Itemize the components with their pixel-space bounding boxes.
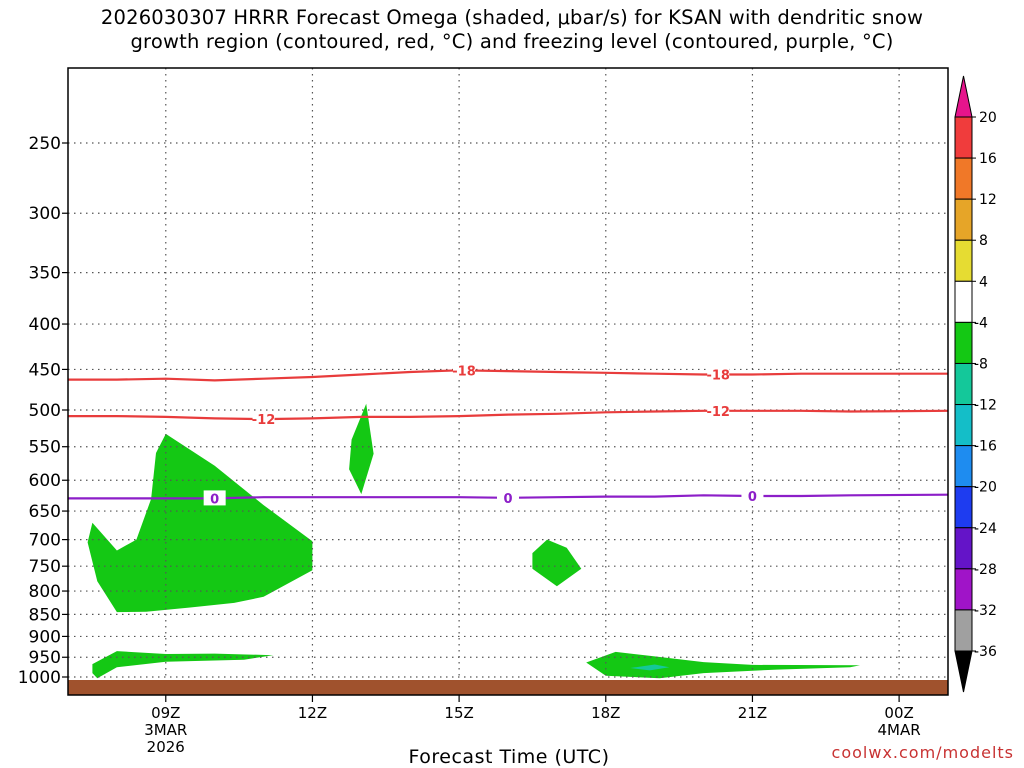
colorbar-bin-11 xyxy=(954,527,973,570)
colorbar-label-3: 12 xyxy=(979,192,997,208)
x-tick-label-09Z-sub-2: 2026 xyxy=(147,738,185,756)
y-tick-label-800: 800 xyxy=(29,582,61,602)
colorbar-label-5: 4 xyxy=(979,274,988,290)
contour-1-label-bg-1 xyxy=(453,362,475,378)
credit-link[interactable]: coolwx.com/modelts xyxy=(831,743,1014,762)
colorbar-bin-9 xyxy=(954,445,973,488)
colorbar-label-4: 8 xyxy=(979,233,988,249)
x-tick-label-09Z: 09Z xyxy=(151,704,180,722)
chart-title-line-2: growth region (contoured, red, °C) and f… xyxy=(130,30,894,53)
colorbar-bin-4 xyxy=(954,239,973,282)
y-tick-label-600: 600 xyxy=(29,471,61,491)
chart-title: 2026030307 HRRR Forecast Omega (shaded, … xyxy=(0,6,1024,54)
omega-region-6 xyxy=(630,664,670,671)
ground-strip xyxy=(68,680,948,695)
contour-2-label-bg-2 xyxy=(707,402,730,418)
y-tick-label-700: 700 xyxy=(29,531,61,551)
x-tick-label-12Z: 12Z xyxy=(298,704,327,722)
y-tick-label-850: 850 xyxy=(29,605,61,625)
contour-3-label-1: 0 xyxy=(210,492,219,507)
contour-layer: -18 -18 -12 -12 0 0 0 xyxy=(68,362,948,507)
colorbar-label-10: -20 xyxy=(974,480,997,496)
y-tick-label-650: 650 xyxy=(29,502,61,522)
contour-3-label-bg-3 xyxy=(741,487,764,503)
contour-3-label-bg-2 xyxy=(497,489,519,505)
plot-border xyxy=(67,67,949,696)
contour-1-label-1: -18 xyxy=(452,364,476,379)
omega-shading-layer xyxy=(87,403,860,679)
contour-3-label-bg-1 xyxy=(203,490,226,506)
plot-frame xyxy=(67,67,949,696)
omega-region-4 xyxy=(92,651,274,679)
colorbar-bin-7 xyxy=(954,362,973,406)
colorbar-label-7: -8 xyxy=(974,356,988,372)
colorbar-label-14: -36 xyxy=(974,644,997,660)
contour-2-line xyxy=(68,409,948,421)
y-tick-label-550: 550 xyxy=(29,438,61,458)
colorbar-bin-5 xyxy=(954,280,973,323)
contour-1-label-2: -18 xyxy=(706,369,730,384)
contour-2-label-2: -12 xyxy=(706,405,730,420)
colorbar-bottom-arrow xyxy=(954,650,973,693)
contour-2-label-1: -12 xyxy=(252,413,276,428)
y-tick-label-350: 350 xyxy=(29,264,61,284)
omega-region-1 xyxy=(87,433,313,613)
x-axis-title: Forecast Time (UTC) xyxy=(408,746,610,768)
y-tick-label-500: 500 xyxy=(29,401,61,421)
y-axis: 2503003504004505005506006507007508008509… xyxy=(18,134,68,688)
colorbar-bin-6 xyxy=(954,321,973,364)
x-tick-label-15Z: 15Z xyxy=(444,704,473,722)
colorbar-bin-13 xyxy=(954,609,973,652)
y-tick-label-750: 750 xyxy=(29,557,61,577)
colorbar-bin-10 xyxy=(954,486,973,529)
colorbar-bin-12 xyxy=(954,568,973,611)
contour-3-label-2: 0 xyxy=(503,492,512,507)
colorbar-label-2: 16 xyxy=(979,151,997,167)
colorbar-top-arrow xyxy=(954,75,973,118)
colorbar: 20 16 12 8 4 -4 -8 -12 -16 -20 -24 -28 -32 -36 xyxy=(954,75,997,693)
chart-title-line-1: 2026030307 HRRR Forecast Omega (shaded, … xyxy=(100,6,924,29)
y-tick-label-900: 900 xyxy=(29,627,61,647)
contour-1-label-bg-2 xyxy=(707,366,730,382)
colorbar-label-13: -32 xyxy=(974,603,997,619)
ground-layer xyxy=(68,680,948,695)
contour-2-label-bg-1 xyxy=(252,411,275,427)
x-tick-label-18Z: 18Z xyxy=(591,704,620,722)
colorbar-bin-8 xyxy=(954,404,973,447)
colorbar-bin-3 xyxy=(954,198,973,241)
contour-1-line xyxy=(68,369,948,382)
colorbar-label-1: 20 xyxy=(979,110,997,126)
y-tick-label-1000: 1000 xyxy=(18,668,61,688)
x-tick-label-21Z: 21Z xyxy=(738,704,767,722)
colorbar-bin-2 xyxy=(954,157,973,200)
colorbar-bin-1 xyxy=(954,116,973,159)
x-tick-label-09Z-sub-1: 3MAR xyxy=(144,721,187,739)
y-tick-label-300: 300 xyxy=(29,204,61,224)
colorbar-label-11: -24 xyxy=(974,521,997,537)
x-tick-label-00Z-sub-1: 4MAR xyxy=(878,721,921,739)
colorbar-label-12: -28 xyxy=(974,562,997,578)
omega-region-5 xyxy=(586,651,860,679)
contour-3-label-3: 0 xyxy=(748,490,757,505)
colorbar-label-9: -16 xyxy=(974,439,997,455)
y-tick-label-250: 250 xyxy=(29,134,61,154)
y-tick-label-950: 950 xyxy=(29,648,61,668)
x-tick-label-00Z: 00Z xyxy=(884,704,913,722)
y-tick-label-450: 450 xyxy=(29,360,61,380)
colorbar-label-8: -12 xyxy=(974,398,997,414)
omega-region-2 xyxy=(349,403,374,495)
colorbar-label-6: -4 xyxy=(974,315,988,331)
y-tick-label-400: 400 xyxy=(29,315,61,335)
omega-region-3 xyxy=(532,539,582,587)
